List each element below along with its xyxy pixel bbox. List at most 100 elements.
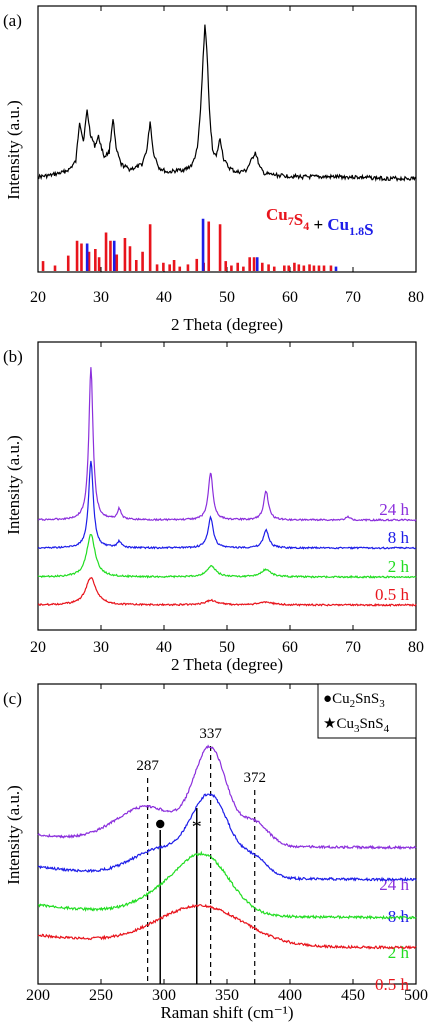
panel-c-label: (c)	[3, 689, 22, 708]
cu7s4-reference-bar	[141, 251, 144, 271]
legend-text: SnS	[355, 691, 379, 707]
series-label: 0.5 h	[375, 585, 410, 604]
x-tick-label: 70	[345, 639, 361, 656]
cu7s4-reference-bar	[224, 261, 228, 271]
series-line-05h	[37, 576, 417, 607]
panel-c-legend-box	[317, 683, 417, 739]
series-label: 8 h	[388, 907, 410, 926]
legend-sub: 3	[379, 698, 385, 710]
panel-a-ylabel: Intensity (a.u.)	[4, 100, 23, 200]
cu1.8s-reference-bar	[334, 266, 338, 271]
cu1.8s-reference-bar	[112, 240, 116, 271]
x-tick-label: 40	[156, 639, 172, 656]
panel-a-label: (a)	[3, 11, 22, 30]
cu7s4-reference-bar	[94, 249, 97, 271]
cu7s4-reference-bar	[302, 265, 306, 271]
cu1.8s-reference-bar	[85, 243, 89, 271]
legend-text: Cu	[336, 716, 354, 732]
x-tick-label: 300	[152, 987, 176, 1004]
legend-marker: ●	[323, 691, 332, 707]
x-tick-label: 30	[93, 289, 109, 306]
cu7s4-reference-bar	[66, 255, 70, 271]
x-tick-label: 60	[282, 639, 298, 656]
cu7s4-reference-bar	[128, 246, 132, 271]
peak-annotation: 287	[136, 758, 159, 774]
legend-subscript: 7	[288, 214, 294, 228]
cu7s4-reference-bar	[317, 265, 321, 271]
raman-line-24h	[37, 744, 417, 850]
cu7s4-reference-bar	[53, 265, 57, 271]
cu2sns3-peak-marker	[156, 819, 165, 829]
legend-sub: 2	[350, 698, 356, 710]
cu7s4-reference-bar	[207, 221, 211, 271]
series-line-2h	[37, 533, 417, 579]
x-tick-label: 20	[30, 639, 46, 656]
series-line-8h	[37, 460, 417, 550]
cu7s4-reference-bar	[230, 265, 233, 271]
legend-text: SnS	[359, 716, 383, 732]
x-tick-label: 450	[341, 987, 365, 1004]
legend-entry: ●Cu2SnS3	[323, 691, 385, 710]
x-tick-label: 500	[404, 987, 428, 1004]
legend-part: Cu	[266, 205, 288, 224]
x-tick-label: 70	[345, 289, 361, 306]
x-tick-label: 40	[156, 289, 172, 306]
cu7s4-reference-bar	[236, 262, 240, 271]
series-label: 0.5 h	[375, 975, 410, 994]
panel-c-reference-lines	[147, 746, 256, 984]
cu7s4-reference-bar	[123, 238, 127, 271]
cu7s4-reference-bar	[115, 254, 119, 271]
cu7s4-reference-bar	[155, 264, 159, 271]
panel-c-ylabel: Intensity (a.u.)	[4, 785, 23, 885]
cu7s4-reference-bar	[97, 257, 101, 271]
peak-annotation: 372	[243, 770, 266, 786]
raman-line-8h	[37, 793, 417, 882]
x-tick-label: 50	[219, 639, 235, 656]
legend-part: Cu	[327, 215, 349, 234]
legend-subscript: 4	[303, 219, 309, 233]
cu7s4-reference-bar	[41, 261, 45, 271]
panel-b: (b) Intensity (a.u.) 2 Theta (degree) 20…	[3, 341, 424, 674]
x-tick-label: 80	[408, 289, 424, 306]
cu1.8s-reference-bar	[255, 257, 259, 271]
legend-entry: ★Cu3SnS4	[323, 716, 390, 735]
series-label: 24 h	[379, 500, 409, 519]
panel-b-xlabel: 2 Theta (degree)	[171, 655, 283, 674]
panel-c-xlabel: Raman shift (cm⁻¹)	[160, 1003, 293, 1022]
cu7s4-reference-bar	[293, 262, 296, 271]
panel-a-reference-bars	[41, 218, 338, 271]
cu7s4-reference-bar	[195, 258, 199, 271]
x-tick-label: 400	[278, 987, 302, 1004]
cu7s4-reference-bar	[162, 262, 165, 271]
cu7s4-reference-bar	[308, 264, 311, 271]
legend-sub: 4	[384, 723, 390, 735]
panel-b-x-ticks: 20 30 40 50 60 70 80	[30, 342, 424, 656]
cu7s4-reference-bar	[297, 264, 301, 271]
panel-c-annotations: 287 337 372 *	[136, 726, 266, 838]
cu7s4-reference-bar	[322, 265, 326, 271]
panel-a-pattern-line	[38, 24, 417, 183]
legend-marker: ★	[323, 716, 336, 732]
cu7s4-reference-bar	[312, 265, 316, 271]
cu7s4-reference-bar	[109, 240, 112, 271]
cu7s4-reference-bar	[168, 264, 171, 271]
x-tick-label: 50	[219, 289, 235, 306]
legend-part: S	[364, 220, 373, 239]
cu7s4-reference-bar	[134, 260, 138, 271]
cu7s4-reference-bar	[267, 264, 270, 271]
cu7s4-reference-bar	[272, 266, 276, 271]
panel-b-series: 24 h 8 h 2 h 0.5 h	[37, 367, 417, 607]
cu7s4-reference-bar	[242, 266, 245, 271]
legend-sub: 3	[354, 723, 360, 735]
x-tick-label: 350	[215, 987, 239, 1004]
raman-line-05h	[37, 903, 417, 950]
cu7s4-reference-bar	[186, 264, 190, 271]
cu7s4-reference-bar	[148, 224, 152, 271]
panel-a-xlabel: 2 Theta (degree)	[171, 315, 283, 334]
cu7s4-reference-bar	[252, 257, 256, 271]
cu7s4-reference-bar	[178, 266, 182, 271]
cu7s4-reference-bar	[80, 243, 83, 271]
legend-subscript: 1.8	[349, 224, 364, 238]
x-tick-label: 200	[26, 987, 50, 1004]
